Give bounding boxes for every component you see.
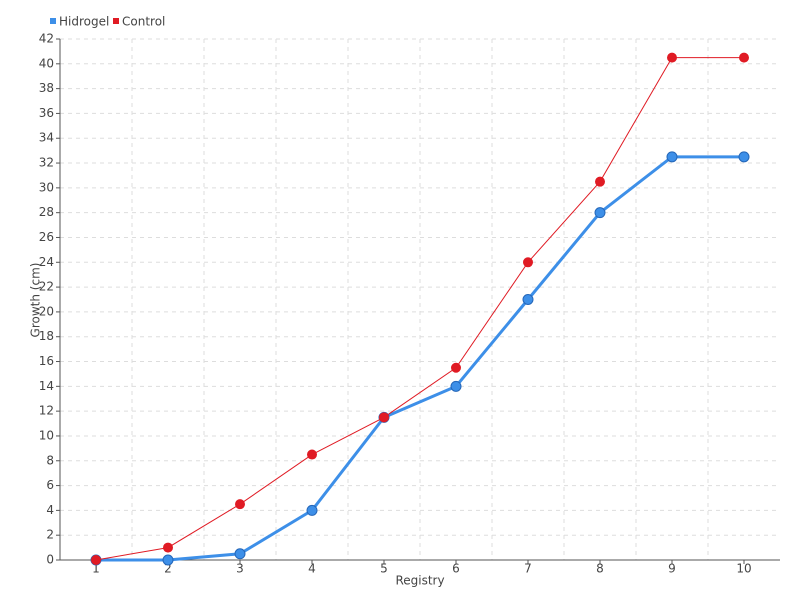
x-tick-label: 1 bbox=[92, 562, 100, 576]
y-tick-label: 2 bbox=[46, 528, 54, 542]
data-point bbox=[522, 294, 534, 305]
data-point bbox=[235, 499, 245, 510]
x-tick-label: 7 bbox=[524, 562, 532, 576]
x-tick-label: 3 bbox=[236, 562, 244, 576]
data-point bbox=[162, 554, 174, 566]
data-point bbox=[595, 176, 605, 187]
x-tick-label: 6 bbox=[452, 562, 460, 576]
data-point bbox=[306, 504, 318, 516]
y-axis-label: Growth (cm) bbox=[29, 263, 43, 338]
y-tick-label: 30 bbox=[39, 180, 54, 194]
data-point bbox=[738, 151, 750, 163]
y-tick-label: 32 bbox=[39, 156, 54, 170]
y-tick-label: 40 bbox=[39, 56, 54, 70]
x-tick-label: 2 bbox=[164, 562, 172, 576]
y-tick-label: 10 bbox=[39, 428, 54, 442]
y-tick-label: 38 bbox=[39, 81, 54, 95]
data-point bbox=[667, 52, 677, 63]
data-point bbox=[163, 542, 173, 553]
y-tick-label: 26 bbox=[39, 230, 54, 244]
y-tick-label: 16 bbox=[39, 354, 54, 368]
y-tick-label: 14 bbox=[39, 379, 54, 393]
y-tick-label: 24 bbox=[39, 255, 54, 269]
legend-label: Hidrogel bbox=[59, 15, 109, 29]
y-tick-label: 34 bbox=[39, 131, 54, 145]
y-tick-label: 6 bbox=[46, 478, 54, 492]
data-point bbox=[234, 548, 246, 560]
data-point bbox=[450, 380, 462, 392]
data-point bbox=[91, 555, 101, 565]
data-point bbox=[739, 52, 749, 63]
x-tick-label: 8 bbox=[596, 562, 604, 576]
y-tick-label: 18 bbox=[39, 329, 54, 343]
y-tick-label: 0 bbox=[46, 553, 54, 567]
y-tick-label: 4 bbox=[46, 503, 54, 517]
y-tick-label: 8 bbox=[46, 453, 54, 467]
data-point bbox=[594, 207, 606, 219]
x-axis-label: Registry bbox=[395, 574, 444, 588]
x-tick-label: 9 bbox=[668, 562, 676, 576]
y-tick-label: 42 bbox=[39, 32, 54, 46]
y-tick-label: 12 bbox=[39, 404, 54, 418]
data-point bbox=[666, 151, 678, 163]
y-tick-label: 20 bbox=[39, 304, 54, 318]
data-point bbox=[307, 449, 317, 460]
data-point bbox=[523, 257, 533, 268]
series-line bbox=[96, 155, 744, 562]
series-line bbox=[95, 57, 744, 561]
y-tick-label: 28 bbox=[39, 205, 54, 219]
y-tick-label: 36 bbox=[39, 106, 54, 120]
x-tick-label: 10 bbox=[736, 562, 751, 576]
legend-swatch bbox=[50, 18, 56, 24]
legend-swatch bbox=[113, 18, 119, 24]
data-point bbox=[379, 412, 389, 423]
y-tick-label: 22 bbox=[39, 280, 54, 294]
x-tick-label: 5 bbox=[380, 562, 388, 576]
data-point bbox=[451, 362, 461, 373]
legend-label: Control bbox=[122, 15, 165, 29]
x-tick-label: 4 bbox=[308, 562, 316, 576]
